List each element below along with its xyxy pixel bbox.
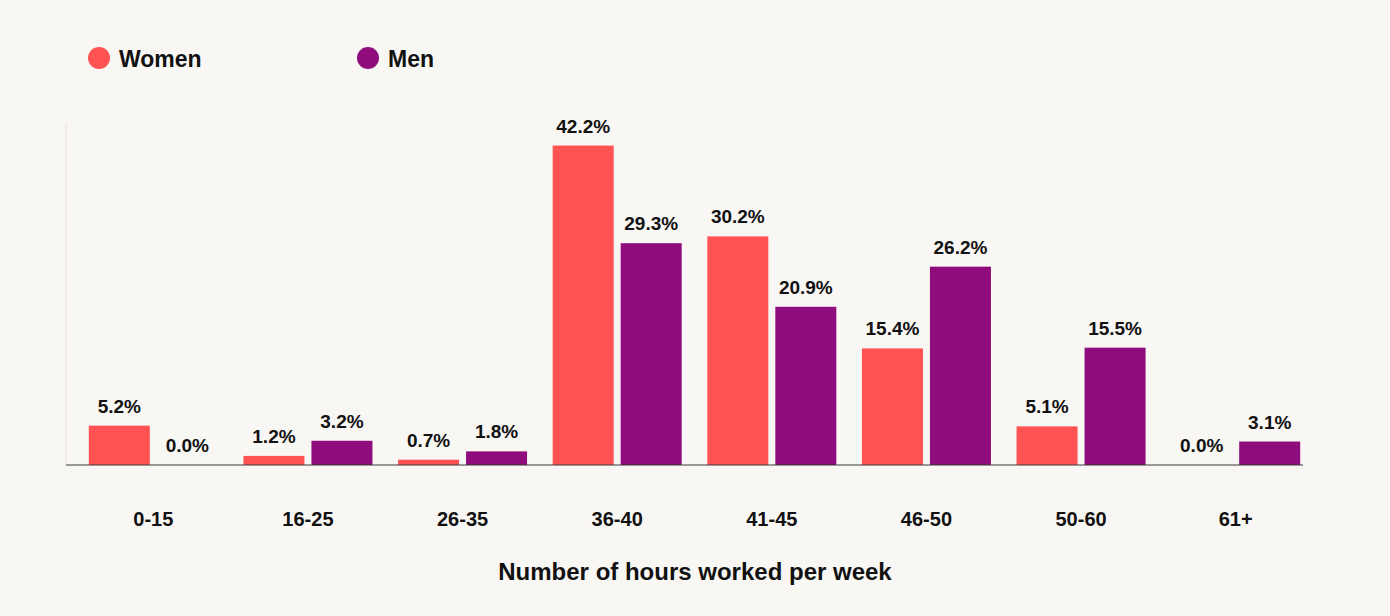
x-tick-label: 36-40 [592, 508, 643, 530]
data-label: 0.0% [1180, 435, 1223, 456]
bar [311, 441, 372, 465]
bar [1085, 348, 1146, 465]
legend-label: Men [388, 46, 434, 72]
x-tick-label: 46-50 [901, 508, 952, 530]
legend-swatch [88, 47, 110, 69]
data-label: 29.3% [624, 213, 678, 234]
data-label: 1.2% [252, 426, 295, 447]
data-labels: 5.2% 1.2% 0.7% 42.2% 30.2% 15.4% 5.1% 0.0% 0.0% 3… [98, 116, 1292, 456]
data-label: 26.2% [934, 237, 988, 258]
bar [1239, 442, 1300, 465]
x-tick-label: 41-45 [746, 508, 797, 530]
data-label: 30.2% [711, 206, 765, 227]
x-tick-label: 61+ [1219, 508, 1253, 530]
bar [553, 146, 614, 465]
bar [707, 236, 768, 465]
x-tick-label: 0-15 [133, 508, 173, 530]
data-label: 20.9% [779, 277, 833, 298]
bar [398, 460, 459, 465]
x-axis-title: Number of hours worked per week [498, 558, 892, 585]
x-tick-label: 26-35 [437, 508, 488, 530]
bar [621, 243, 682, 465]
data-label: 5.1% [1025, 396, 1068, 417]
x-tick-label: 50-60 [1055, 508, 1106, 530]
legend-swatch [357, 47, 379, 69]
data-label: 0.0% [166, 435, 209, 456]
bars [89, 146, 1300, 465]
bar [243, 456, 304, 465]
legend-label: Women [119, 46, 202, 72]
y-axis-line [66, 124, 67, 465]
chart: 5.2% 1.2% 0.7% 42.2% 30.2% 15.4% 5.1% 0.0% 0.0% 3… [0, 0, 1390, 616]
data-label: 1.8% [475, 421, 518, 442]
bar [775, 307, 836, 465]
bar [466, 451, 527, 465]
bar [862, 348, 923, 465]
bar [930, 267, 991, 465]
data-label: 15.4% [866, 318, 920, 339]
bar [89, 426, 150, 465]
data-label: 3.2% [320, 411, 363, 432]
data-label: 15.5% [1088, 318, 1142, 339]
data-label: 0.7% [407, 430, 450, 451]
data-label: 5.2% [98, 396, 141, 417]
bar [1017, 426, 1078, 465]
legend: Women Men [88, 46, 434, 72]
x-tick-label: 16-25 [282, 508, 333, 530]
x-axis-line [66, 464, 1303, 465]
data-label: 3.1% [1248, 412, 1291, 433]
data-label: 42.2% [556, 116, 610, 137]
